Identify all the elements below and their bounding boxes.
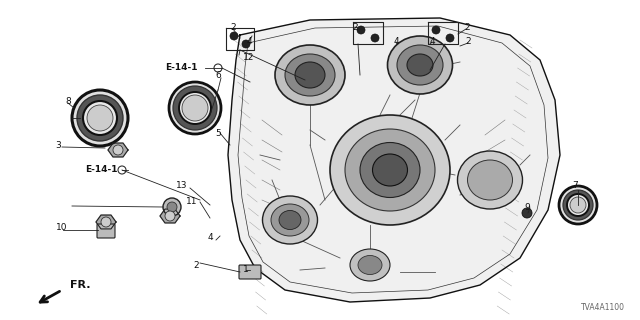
Ellipse shape xyxy=(358,255,382,275)
Text: 7: 7 xyxy=(572,181,578,190)
Circle shape xyxy=(167,202,177,212)
Polygon shape xyxy=(160,209,180,223)
Circle shape xyxy=(432,26,440,34)
Circle shape xyxy=(522,208,532,218)
Text: 11: 11 xyxy=(186,197,198,206)
Text: 3: 3 xyxy=(55,140,61,149)
Ellipse shape xyxy=(279,211,301,229)
Circle shape xyxy=(567,194,589,216)
Circle shape xyxy=(113,145,123,155)
Text: 4: 4 xyxy=(207,234,213,243)
Ellipse shape xyxy=(275,45,345,105)
Text: 2: 2 xyxy=(465,37,471,46)
Text: 2: 2 xyxy=(230,22,236,31)
Circle shape xyxy=(230,32,238,40)
Circle shape xyxy=(77,95,123,141)
Ellipse shape xyxy=(345,129,435,211)
Text: 6: 6 xyxy=(215,70,221,79)
Ellipse shape xyxy=(330,115,450,225)
Text: 4: 4 xyxy=(429,37,435,46)
Circle shape xyxy=(559,186,597,224)
Circle shape xyxy=(87,105,113,131)
Ellipse shape xyxy=(295,62,325,88)
Text: FR.: FR. xyxy=(70,280,90,290)
Ellipse shape xyxy=(467,160,513,200)
Ellipse shape xyxy=(407,54,433,76)
Ellipse shape xyxy=(397,45,443,85)
Text: 12: 12 xyxy=(243,53,255,62)
Ellipse shape xyxy=(458,151,522,209)
Text: 4: 4 xyxy=(246,37,252,46)
Text: 8: 8 xyxy=(65,97,71,106)
Ellipse shape xyxy=(262,196,317,244)
Circle shape xyxy=(371,34,379,42)
Circle shape xyxy=(165,211,175,221)
Circle shape xyxy=(101,217,111,227)
Ellipse shape xyxy=(360,142,420,197)
Text: 10: 10 xyxy=(56,223,68,233)
Circle shape xyxy=(179,92,211,124)
Polygon shape xyxy=(228,18,560,302)
Text: E-14-1: E-14-1 xyxy=(85,165,118,174)
Circle shape xyxy=(163,198,181,216)
Circle shape xyxy=(182,95,208,121)
Ellipse shape xyxy=(372,154,408,186)
Polygon shape xyxy=(96,215,116,229)
Circle shape xyxy=(83,101,117,135)
Circle shape xyxy=(173,86,217,130)
Ellipse shape xyxy=(285,54,335,96)
Text: TVA4A1100: TVA4A1100 xyxy=(581,303,625,312)
Circle shape xyxy=(563,190,593,220)
Polygon shape xyxy=(108,143,128,157)
Circle shape xyxy=(169,82,221,134)
Circle shape xyxy=(72,90,128,146)
Text: 13: 13 xyxy=(176,181,188,190)
Text: 5: 5 xyxy=(215,129,221,138)
Ellipse shape xyxy=(387,36,452,94)
Text: 2: 2 xyxy=(193,260,199,269)
Text: 2: 2 xyxy=(464,22,470,31)
Text: 9: 9 xyxy=(524,204,530,212)
FancyBboxPatch shape xyxy=(239,265,261,279)
Text: E-14-1: E-14-1 xyxy=(166,63,198,73)
FancyBboxPatch shape xyxy=(97,224,115,238)
Text: 1: 1 xyxy=(243,266,249,275)
Text: 4: 4 xyxy=(393,37,399,46)
Circle shape xyxy=(242,40,250,48)
Circle shape xyxy=(570,197,586,213)
Circle shape xyxy=(214,64,222,72)
Ellipse shape xyxy=(350,249,390,281)
Circle shape xyxy=(357,26,365,34)
Circle shape xyxy=(446,34,454,42)
Text: 2: 2 xyxy=(352,22,358,31)
Ellipse shape xyxy=(271,204,309,236)
Circle shape xyxy=(118,166,126,174)
